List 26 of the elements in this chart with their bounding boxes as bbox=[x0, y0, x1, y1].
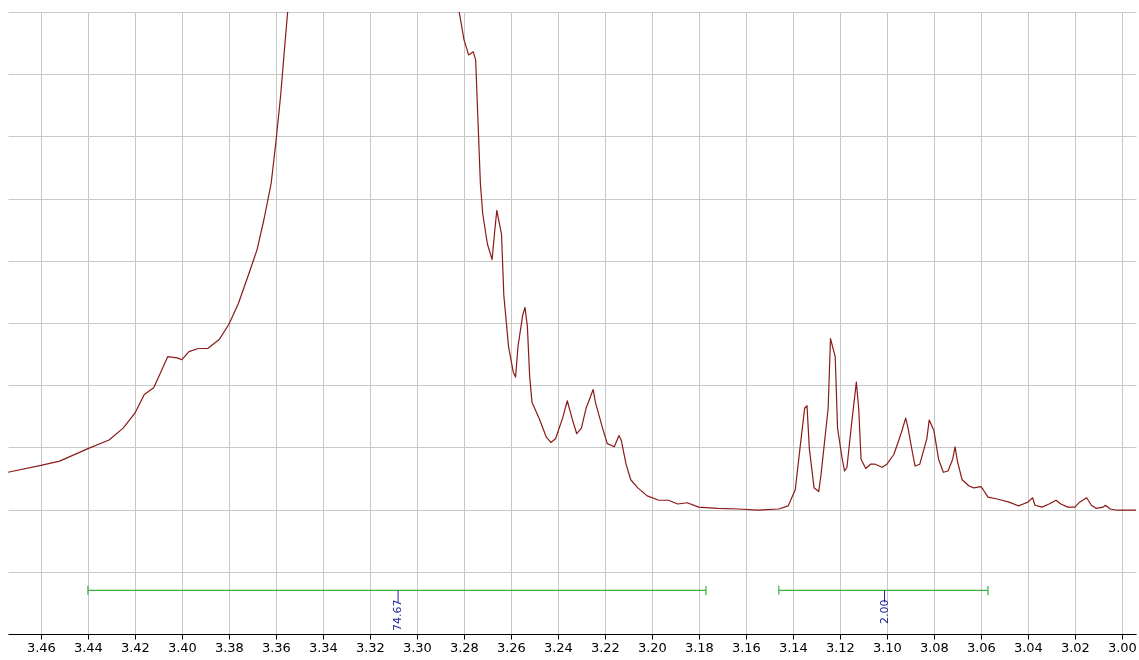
x-tick-label: 3.30 bbox=[402, 639, 432, 655]
annotation: 2.00 bbox=[877, 599, 891, 624]
x-tick-label: 3.02 bbox=[1060, 639, 1090, 655]
x-tick-label: 3.42 bbox=[120, 639, 150, 655]
x-tick-label: 3.12 bbox=[825, 639, 855, 655]
x-tick-label: 3.24 bbox=[543, 639, 573, 655]
x-tick-label: 3.34 bbox=[308, 639, 338, 655]
x-tick-label: 3.10 bbox=[872, 639, 902, 655]
x-tick-label: 3.26 bbox=[496, 639, 526, 655]
annotation: 74.67 bbox=[391, 599, 405, 631]
x-tick-label: 3.20 bbox=[637, 639, 667, 655]
x-tick-label: 3.22 bbox=[590, 639, 620, 655]
x-tick-label: 3.40 bbox=[167, 639, 197, 655]
x-tick-label: 3.44 bbox=[73, 639, 103, 655]
x-tick-label: 3.08 bbox=[919, 639, 949, 655]
x-tick-label: 3.04 bbox=[1013, 639, 1043, 655]
x-tick-label: 3.18 bbox=[684, 639, 714, 655]
x-tick-label: 3.14 bbox=[778, 639, 808, 655]
x-tick-label: 3.32 bbox=[355, 639, 385, 655]
x-tick-label: 3.36 bbox=[261, 639, 291, 655]
x-tick-label: 3.28 bbox=[449, 639, 479, 655]
x-tick-label: 3.46 bbox=[26, 639, 56, 655]
x-tick-label: 3.16 bbox=[731, 639, 761, 655]
x-tick-label: 3.38 bbox=[214, 639, 244, 655]
x-tick-label: 3.06 bbox=[966, 639, 996, 655]
x-tick-label: 3.00 bbox=[1107, 639, 1137, 655]
